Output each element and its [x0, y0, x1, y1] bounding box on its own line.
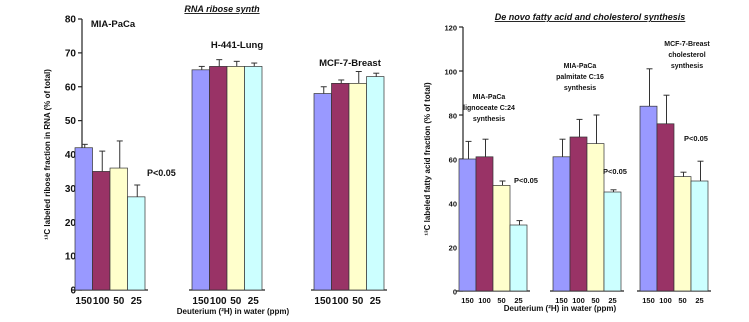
bar: [673, 176, 692, 292]
bar-group: 150 100 50 25 MIA-PaCa palmitate C:16 synthesi…: [550, 63, 627, 305]
x-tick-label: 25: [695, 296, 703, 305]
x-tick-label: 150: [555, 296, 568, 305]
y-tick-label: 10: [65, 252, 77, 263]
bar: [569, 136, 588, 292]
bar: [509, 224, 528, 292]
bar: [603, 191, 622, 292]
bar: [552, 156, 571, 292]
bar-group: 150 100 50 25 MIA-PaCa lignoceate C:24 synthes…: [456, 94, 538, 305]
x-axis-label: Deuterium (²H) in water (ppm): [177, 307, 290, 316]
x-tick-label: 100: [93, 296, 110, 307]
p-value-label: P<0.05: [514, 176, 538, 185]
bar: [690, 180, 709, 292]
x-tick-label: 50: [591, 296, 599, 305]
y-tick-label: 40: [449, 200, 457, 209]
group-label-line: palmitate C:16: [556, 74, 604, 81]
bar: [348, 83, 367, 291]
y-tick-label: 0: [70, 286, 76, 297]
x-tick-label: 50: [352, 296, 364, 307]
y-tick-label: 120: [444, 24, 457, 33]
group-label-line: cholesterol: [668, 52, 705, 59]
bar: [458, 158, 477, 292]
bar: [492, 185, 511, 292]
bar: [226, 66, 245, 291]
chart-fatty-acid: De novo fatty acid and cholesterol synth…: [423, 12, 711, 313]
bar: [586, 143, 605, 292]
x-tick-label: 50: [678, 296, 686, 305]
bar: [656, 123, 675, 292]
bar: [244, 66, 263, 291]
group-label-line: synthesis: [564, 85, 596, 92]
y-axis-label: ¹³C labeled ribose fraction in RNA (% of…: [43, 69, 52, 240]
x-tick-label: 100: [572, 296, 585, 305]
x-tick-label: 150: [642, 296, 655, 305]
x-tick-label: 150: [461, 296, 474, 305]
y-tick-label: 100: [444, 68, 457, 77]
x-tick-label: 100: [210, 296, 227, 307]
p-value-label: P<0.05: [147, 168, 176, 178]
y-tick-label: 30: [65, 184, 77, 195]
bar-group: 150 100 50 25 MCF-7-Breast: [311, 58, 387, 307]
x-tick-label: 50: [230, 296, 242, 307]
group-label-line: synthesis: [473, 116, 505, 123]
y-tick-label: 70: [65, 48, 77, 59]
x-tick-label: 100: [659, 296, 672, 305]
x-tick-label: 25: [131, 296, 143, 307]
group-label-line: synthesis: [671, 63, 703, 70]
bar: [109, 167, 128, 291]
x-tick-label: 100: [332, 296, 349, 307]
x-tick-label: 25: [370, 296, 382, 307]
group-label-line: MIA-PaCa: [473, 94, 506, 101]
bar: [74, 147, 93, 291]
x-tick-label: 150: [314, 296, 331, 307]
y-tick-label: 20: [65, 218, 77, 229]
bar: [209, 66, 228, 291]
chart-title: RNA ribose synth: [184, 4, 260, 14]
x-tick-label: 25: [248, 296, 260, 307]
x-tick-label: 25: [514, 296, 522, 305]
group-label-line: MIA-PaCa: [564, 63, 597, 70]
y-tick-label: 20: [449, 244, 457, 253]
bar: [331, 83, 350, 291]
bar: [92, 171, 111, 291]
p-value-label: P<0.05: [603, 167, 627, 176]
chart-rna-ribose: RNA ribose synth 0 10 20 30 40 50 60 70 80 ¹³C lab…: [43, 4, 387, 316]
x-tick-label: 25: [608, 296, 616, 305]
x-axis-label: Deuterium (²H) in water (ppm): [504, 304, 617, 313]
bar: [191, 69, 210, 291]
x-tick-label: 150: [192, 296, 209, 307]
bar: [127, 196, 146, 291]
bar-group: 150 100 50 25 H-441-Lung: [189, 40, 265, 307]
bar: [313, 93, 332, 291]
x-tick-label: 100: [478, 296, 491, 305]
bar: [366, 76, 385, 291]
bar-group: 150 100 50 25 MIA-PaCa P<0.05: [72, 19, 176, 307]
bar-group: 150 100 50 25 MCF-7-Breast cholesterol synthes…: [637, 41, 711, 305]
y-tick-label: 60: [65, 82, 77, 93]
group-label-line: lignoceate C:24: [463, 105, 515, 112]
y-tick-label: 60: [449, 156, 457, 165]
y-tick-label: 40: [65, 150, 77, 161]
bar: [639, 105, 658, 292]
group-label: MIA-PaCa: [91, 19, 136, 30]
group-label-line: MCF-7-Breast: [664, 41, 710, 48]
p-value-label: P<0.05: [684, 134, 708, 143]
y-tick-label: 0: [453, 288, 457, 297]
group-label: MCF-7-Breast: [319, 58, 382, 69]
y-tick-label: 80: [449, 112, 457, 121]
y-axis-label: ¹³C labeled fatty acid fraction (% of to…: [423, 82, 432, 236]
group-label: H-441-Lung: [211, 40, 263, 51]
bar: [475, 156, 494, 292]
y-tick-label: 80: [65, 15, 77, 26]
y-tick-label: 50: [65, 116, 77, 127]
x-tick-label: 50: [497, 296, 505, 305]
x-tick-label: 150: [75, 296, 92, 307]
chart-title: De novo fatty acid and cholesterol synth…: [495, 12, 686, 22]
x-tick-label: 50: [113, 296, 125, 307]
